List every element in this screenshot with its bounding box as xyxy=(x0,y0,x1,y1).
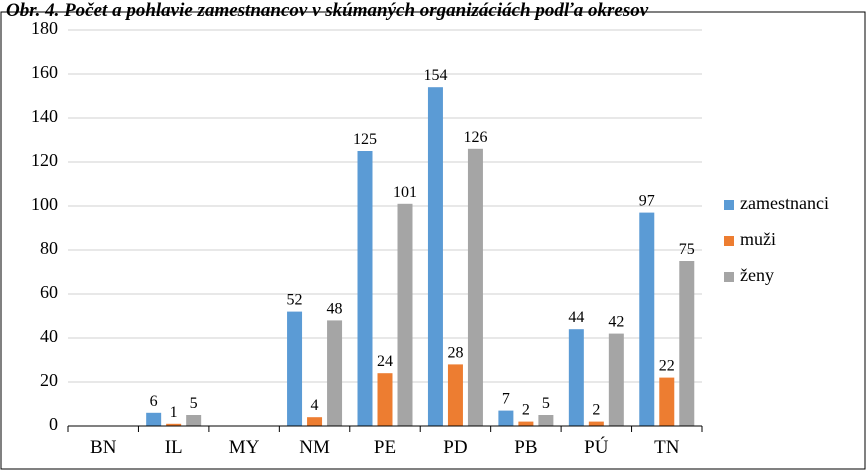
bar-zamestnanci xyxy=(357,151,373,426)
bar-zamestnanci xyxy=(498,410,514,426)
y-tick-label: 180 xyxy=(31,18,58,38)
data-label: 2 xyxy=(522,402,530,419)
bar-ženy xyxy=(679,261,695,426)
y-tick-label: 120 xyxy=(31,150,58,170)
legend-swatch xyxy=(724,236,734,246)
legend-swatch xyxy=(724,200,734,210)
data-label: 75 xyxy=(679,241,695,258)
bar-ženy xyxy=(186,415,202,426)
data-label: 97 xyxy=(639,193,655,210)
bar-ženy xyxy=(397,203,413,426)
legend-label: zamestnanci xyxy=(740,193,829,213)
legend-label: ženy xyxy=(740,265,774,285)
data-label: 22 xyxy=(659,358,675,375)
bar-muži xyxy=(166,423,182,426)
bar-muži xyxy=(307,417,323,426)
bar-muži xyxy=(377,373,393,426)
bar-ženy xyxy=(327,320,343,426)
data-label: 28 xyxy=(447,344,463,361)
x-category-label: PÚ xyxy=(584,436,609,458)
data-label: 52 xyxy=(287,292,303,309)
bar-muži xyxy=(588,421,604,426)
data-label: 5 xyxy=(542,395,550,412)
y-tick-label: 100 xyxy=(31,194,58,214)
data-label: 48 xyxy=(327,300,343,317)
x-category-label: BN xyxy=(90,437,117,458)
bar-zamestnanci xyxy=(146,412,162,426)
y-tick-label: 80 xyxy=(40,238,58,258)
bar-ženy xyxy=(608,333,624,426)
legend-swatch xyxy=(724,272,734,282)
legend: zamestnanci muži ženy xyxy=(724,193,829,285)
y-tick-label: 60 xyxy=(40,282,58,302)
data-label: 125 xyxy=(353,131,377,148)
bar-ženy xyxy=(538,415,554,426)
data-label: 24 xyxy=(377,353,393,370)
data-label: 4 xyxy=(311,397,319,414)
data-label: 5 xyxy=(190,395,198,412)
data-label: 6 xyxy=(150,393,158,410)
bar-muži xyxy=(447,364,463,426)
x-axis: BN IL MY NM PE PD PB PÚ TN xyxy=(67,425,703,458)
y-tick-label: 40 xyxy=(40,326,58,346)
x-category-label: TN xyxy=(654,437,680,458)
gridlines xyxy=(68,29,702,383)
x-category-label: PD xyxy=(443,437,467,458)
bar-ženy xyxy=(467,148,483,427)
bar-muži xyxy=(659,377,675,426)
bar-zamestnanci xyxy=(427,87,443,426)
legend-label: muži xyxy=(740,229,776,249)
x-category-label: NM xyxy=(299,437,330,458)
data-label: 42 xyxy=(608,314,624,331)
bar-zamestnanci xyxy=(287,311,303,426)
data-label: 101 xyxy=(393,184,417,201)
bar-zamestnanci xyxy=(568,329,584,426)
x-category-label: IL xyxy=(165,437,183,458)
data-label: 2 xyxy=(592,402,600,419)
y-axis-ticks: 0 20 40 60 80 100 120 140 160 180 xyxy=(31,18,58,434)
y-tick-label: 0 xyxy=(49,414,58,434)
y-tick-label: 160 xyxy=(31,62,58,82)
x-category-label: PE xyxy=(374,437,396,458)
data-label: 126 xyxy=(463,129,487,146)
x-category-label: MY xyxy=(229,437,260,458)
bar-zamestnanci xyxy=(639,212,655,426)
bar-muži xyxy=(518,421,534,426)
y-tick-label: 20 xyxy=(40,370,58,390)
x-category-label: PB xyxy=(514,437,537,458)
data-label: 44 xyxy=(568,309,584,326)
data-label: 1 xyxy=(170,404,178,421)
y-tick-label: 140 xyxy=(31,106,58,126)
chart-title: Obr. 4. Počet a pohlavie zamestnancov v … xyxy=(6,0,649,21)
data-label: 7 xyxy=(502,391,510,408)
data-label: 154 xyxy=(423,67,447,84)
